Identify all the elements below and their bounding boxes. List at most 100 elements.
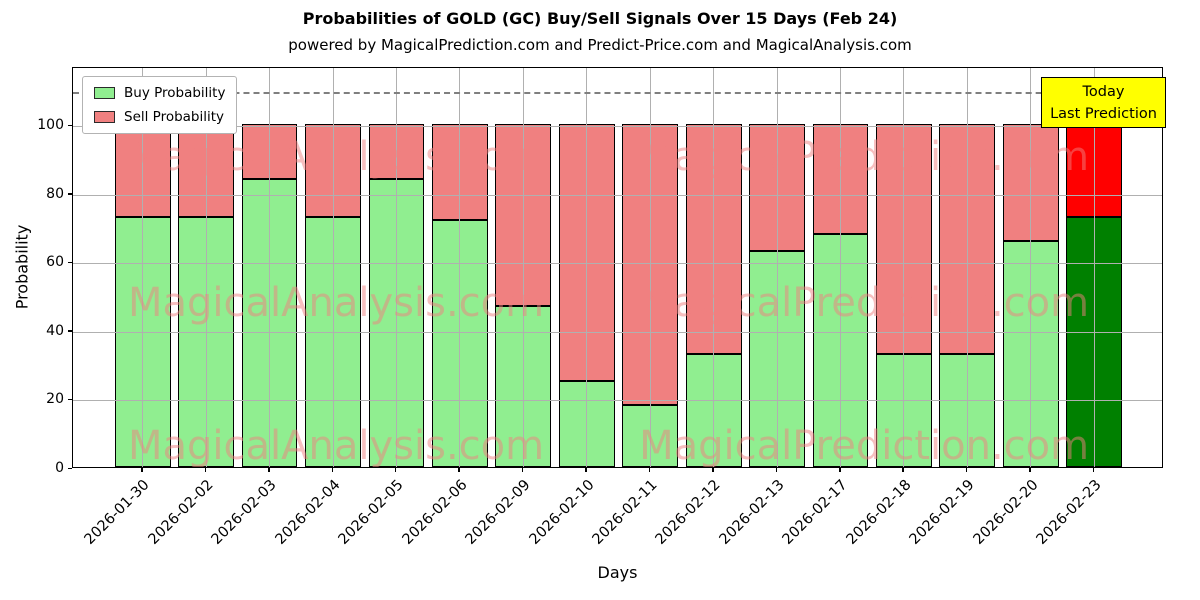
y-tick-label: 40 (46, 322, 64, 339)
x-tick-label: 2026-02-18 (843, 477, 915, 548)
legend-item-buy: Buy Probability (94, 85, 225, 101)
bar-segment-sell (749, 124, 805, 252)
stacked-bar (812, 124, 869, 467)
bar-segment-buy (1002, 240, 1059, 467)
stacked-bar (622, 124, 679, 467)
bar-segment-buy (558, 381, 615, 467)
bar-segment-sell (558, 124, 615, 382)
x-tick-label: 2026-02-11 (589, 477, 661, 548)
x-tick-mark (1029, 468, 1031, 472)
x-tick-mark (775, 468, 778, 472)
x-tick-mark (268, 468, 270, 472)
x-tick-mark (1092, 468, 1095, 472)
y-tick-label: 20 (46, 391, 64, 408)
bar-segment-buy (685, 353, 742, 467)
stacked-bar (305, 124, 361, 467)
x-tick-label: 2026-02-20 (970, 477, 1042, 548)
x-tick-mark (712, 468, 714, 472)
x-tick-label: 2026-02-04 (272, 477, 344, 548)
x-tick-mark (965, 468, 968, 472)
annotation-line1: Today (1082, 83, 1125, 100)
x-tick-label: 2026-02-23 (1033, 477, 1105, 548)
legend-label-sell: Sell Probability (124, 109, 225, 125)
plot-area: MagicalAnalysis.com MagicalPrediction.com… (72, 67, 1163, 468)
bar-segment-buy (368, 179, 425, 467)
x-tick-mark (902, 468, 904, 472)
x-tick-mark (585, 468, 587, 472)
bar-segment-sell (241, 124, 298, 180)
bar-segment-buy (1066, 216, 1123, 467)
annotation-line2: Last Prediction (1050, 105, 1157, 122)
x-tick-mark (648, 468, 651, 472)
x-tick-label: 2026-02-05 (335, 477, 407, 548)
x-tick-mark (204, 468, 207, 472)
x-tick-label: 2026-02-10 (526, 477, 598, 548)
bar-segment-buy (178, 216, 235, 467)
bar-segment-sell (431, 124, 488, 221)
stacked-bar (558, 124, 615, 467)
bar-segment-sell (685, 124, 742, 354)
x-tick-mark (521, 468, 524, 472)
x-tick-mark (331, 468, 334, 472)
x-axis-label: Days (597, 563, 638, 582)
bar-segment-buy (241, 179, 298, 467)
legend-item-sell: Sell Probability (94, 109, 225, 125)
x-tick-label: 2026-02-09 (462, 477, 534, 548)
x-tick-label: 2026-02-03 (208, 477, 280, 548)
bar-segment-buy (939, 353, 996, 467)
legend-swatch-buy-icon (94, 87, 115, 99)
y-tick-label: 100 (37, 117, 64, 134)
bar-segment-buy (495, 305, 552, 467)
legend-label-buy: Buy Probability (124, 85, 226, 101)
x-tick-label: 2026-02-19 (906, 477, 978, 548)
x-tick-mark (394, 468, 397, 472)
x-tick-label: 2026-02-06 (399, 477, 471, 548)
stacked-bar (939, 124, 996, 467)
stacked-bar (241, 124, 298, 467)
bar-segment-buy (749, 251, 805, 467)
bar-segment-sell (495, 124, 552, 306)
bar-segment-sell (1002, 124, 1059, 241)
chart-subtitle: powered by MagicalPrediction.com and Pre… (288, 36, 912, 54)
bar-segment-sell (1066, 124, 1123, 217)
chart-title: Probabilities of GOLD (GC) Buy/Sell Sign… (302, 9, 898, 28)
bar-segment-sell (368, 124, 425, 180)
bar-segment-sell (622, 124, 679, 406)
bar-segment-sell (939, 124, 996, 354)
stacked-bar (495, 124, 552, 467)
bar-segment-sell (812, 124, 869, 234)
bar-segment-sell (305, 124, 361, 217)
stacked-bar (1002, 124, 1059, 467)
today-annotation: Today Last Prediction (1041, 77, 1166, 128)
stacked-bar (368, 124, 425, 467)
x-tick-label: 2026-02-02 (145, 477, 217, 548)
x-tick-label: 2026-02-17 (779, 477, 851, 548)
legend-swatch-sell-icon (94, 111, 115, 123)
x-tick-mark (141, 468, 143, 472)
bar-segment-buy (431, 220, 488, 467)
x-tick-mark (839, 468, 841, 472)
y-tick-label: 0 (55, 460, 64, 476)
bar-segment-buy (622, 405, 679, 467)
y-axis-label: Probability (12, 224, 32, 310)
x-tick-mark (458, 468, 460, 472)
bar-segment-buy (812, 233, 869, 467)
stacked-bar (1066, 124, 1123, 467)
x-tick-label: 2026-02-13 (716, 477, 788, 548)
stacked-bar (749, 124, 805, 467)
bar-segment-sell (178, 124, 235, 217)
stacked-bar (431, 124, 488, 467)
bar-segment-sell (876, 124, 932, 354)
x-tick-label: 2026-02-12 (653, 477, 724, 548)
stacked-bar (685, 124, 742, 467)
bar-segment-sell (114, 124, 171, 217)
stacked-bar (114, 124, 171, 467)
bar-segment-buy (114, 216, 171, 467)
stacked-bar (178, 124, 235, 467)
bar-segment-buy (305, 216, 361, 467)
legend: Buy Probability Sell Probability (82, 76, 238, 134)
y-tick-label: 80 (46, 185, 64, 202)
bar-segment-buy (876, 353, 932, 467)
stacked-bar (876, 124, 932, 467)
